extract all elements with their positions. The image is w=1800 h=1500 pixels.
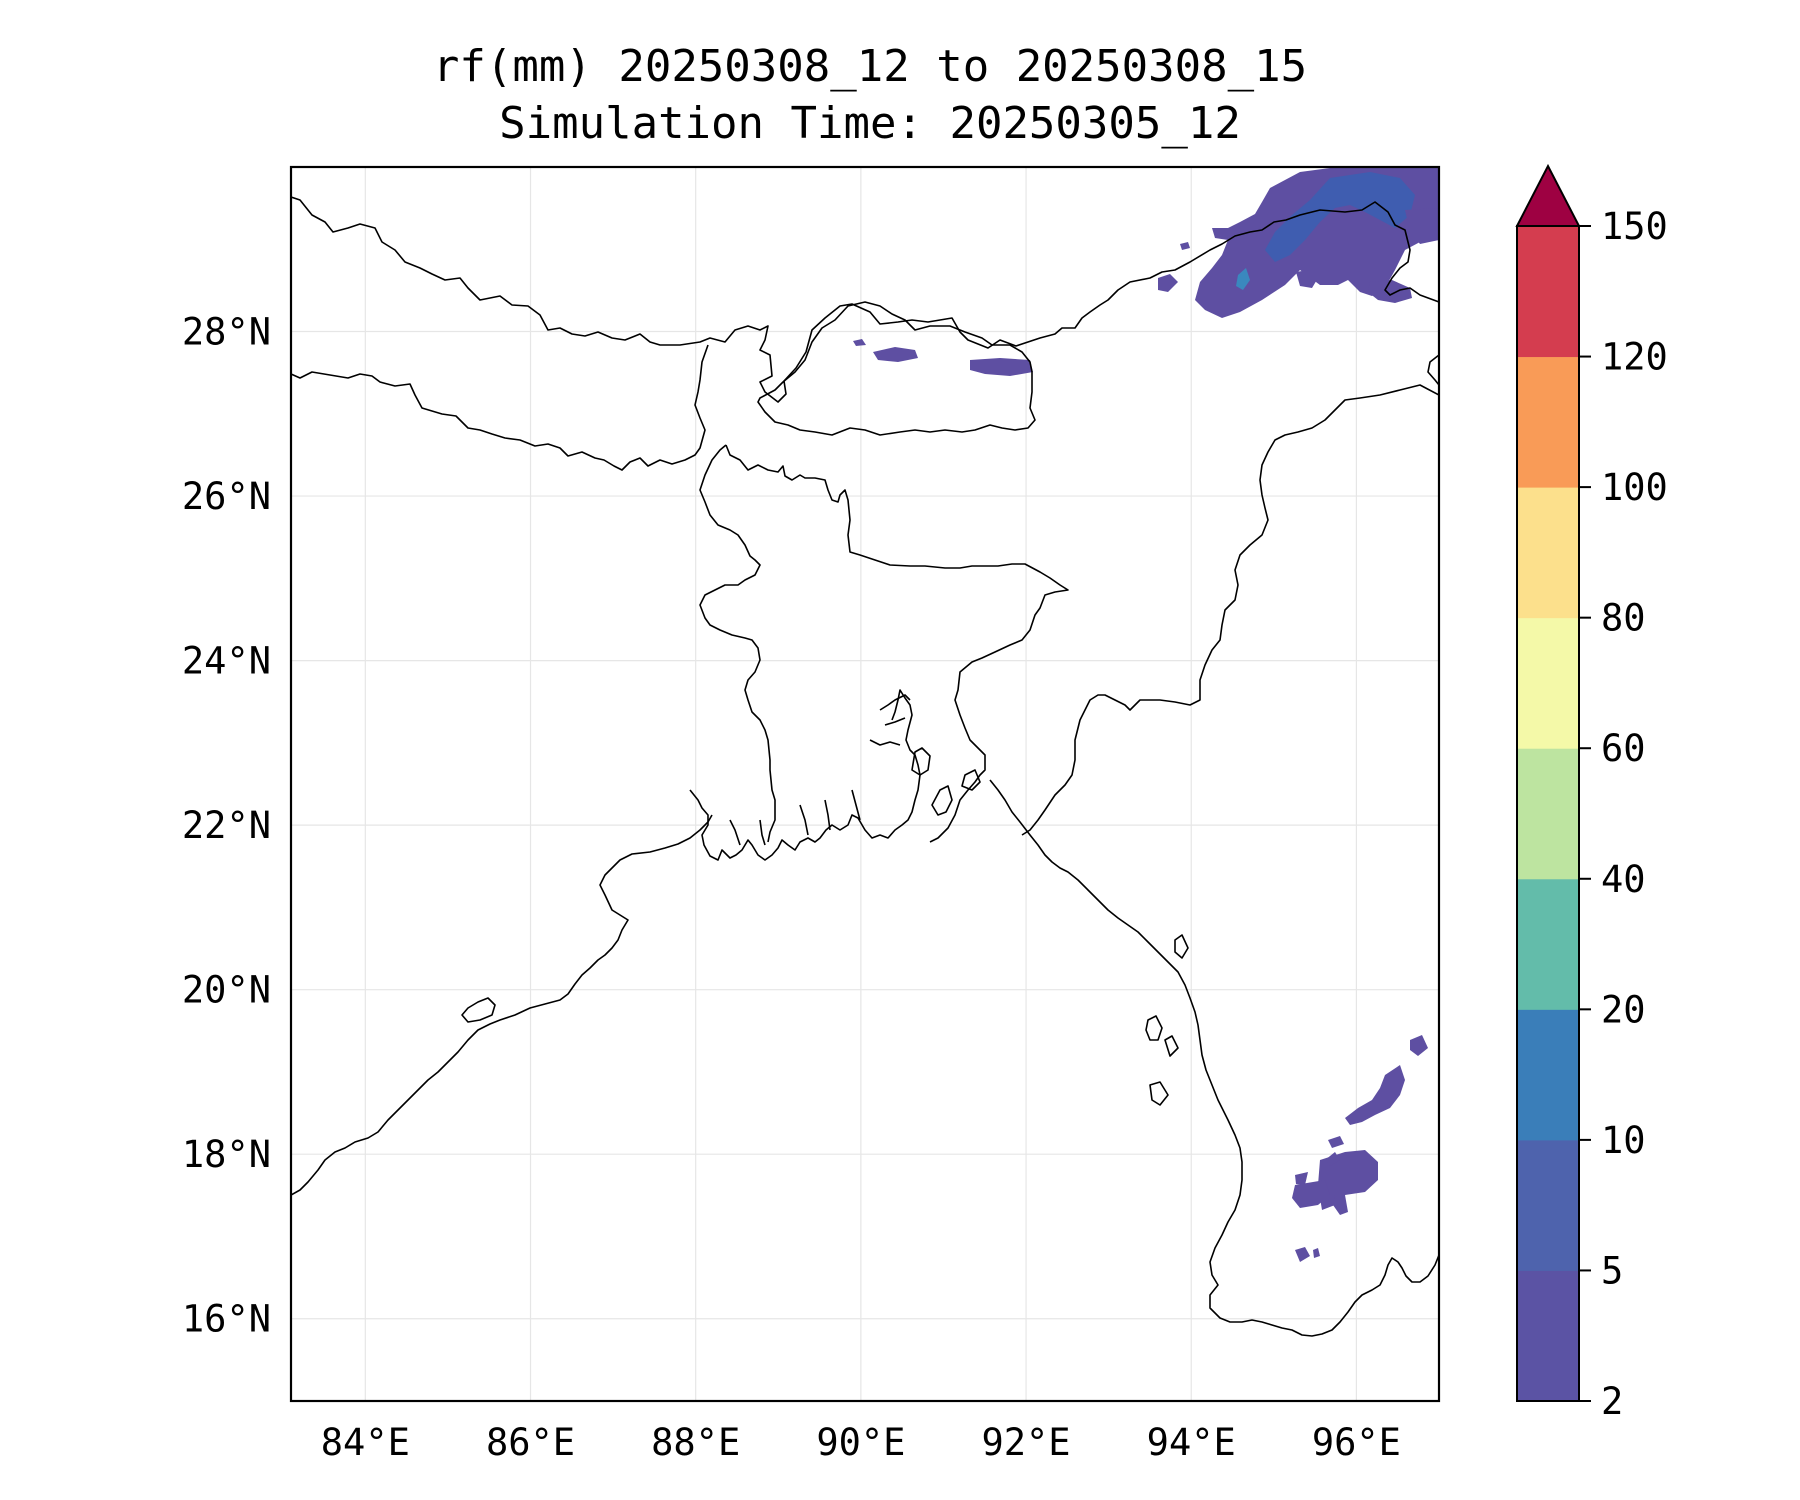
colorbar-segment: [1517, 878, 1579, 1010]
colorbar-tick-label: 80: [1601, 597, 1646, 640]
lat-tick-label: 22°N: [182, 804, 271, 847]
border-india-bangladesh-west: [699, 444, 776, 843]
rain-area-tibet-10mm: [1236, 268, 1250, 290]
rain-area-myanmar-1: [1410, 1035, 1428, 1056]
map-title-line-2: Simulation Time: 20250305_12: [499, 98, 1241, 149]
coast-delta-rivers: [729, 694, 911, 846]
colorbar-extend-arrow: [1515, 163, 1581, 227]
coast-myanmar-islands: [1145, 934, 1189, 1106]
rain-area-tibet-core: [1265, 172, 1415, 262]
rain-area-east-blob: [1368, 280, 1412, 303]
coast-chilika: [461, 997, 496, 1023]
rain-area-myanmar-8: [1328, 1136, 1344, 1148]
colorbar-tick-label: 100: [1601, 466, 1668, 509]
colorbar-tick-label: 20: [1601, 988, 1646, 1031]
rain-area-myanmar-south-2: [1313, 1248, 1320, 1258]
colorbar-segment: [1517, 748, 1579, 880]
lon-tick-label: 86°E: [486, 1421, 575, 1464]
rain-area-north-tiny: [1180, 242, 1190, 250]
colorbar-segment: [1517, 1270, 1579, 1402]
border-nepal-china: [291, 196, 1439, 403]
rain-area-myanmar-3: [1318, 1150, 1378, 1210]
colorbar-segment: [1517, 226, 1579, 358]
longitude-ticks: 84°E 86°E 88°E 90°E 92°E 94°E 96°E: [321, 1421, 1401, 1464]
colorbar-segment: [1517, 1009, 1579, 1141]
border-india-myanmar-north: [1427, 354, 1439, 386]
colorbar-tick-label: 40: [1601, 858, 1646, 901]
map-background: [291, 167, 1439, 1401]
rain-area-north-small: [1158, 274, 1178, 292]
colorbar-tick-label: 5: [1601, 1249, 1623, 1292]
lat-tick-label: 16°N: [182, 1298, 271, 1341]
colorbar-tick-label: 60: [1601, 727, 1646, 770]
border-nepal-india: [291, 344, 709, 471]
rain-area-myanmar-4: [1325, 1152, 1340, 1166]
coast-myanmar: [989, 779, 1439, 1337]
map-panel: 84°E 86°E 88°E 90°E 92°E 94°E 96°E 16°N 18°N 20°…: [182, 165, 1441, 1464]
border-india-myanmar: [1021, 384, 1439, 836]
rain-area-east-small: [1296, 270, 1318, 288]
lon-tick-label: 94°E: [1147, 1421, 1236, 1464]
colorbar-frame: [1516, 225, 1580, 1402]
rain-area-myanmar-5: [1295, 1172, 1308, 1185]
lon-tick-label: 90°E: [816, 1421, 905, 1464]
lon-tick-label: 96°E: [1312, 1421, 1401, 1464]
colorbar-segment: [1517, 617, 1579, 749]
lat-tick-label: 18°N: [182, 1133, 271, 1176]
colorbar-tick-label: 150: [1601, 205, 1668, 248]
rain-area-myanmar-6: [1292, 1180, 1330, 1208]
lat-tick-label: 26°N: [182, 475, 271, 518]
rain-area-myanmar-2: [1345, 1065, 1405, 1125]
rain-area-bhutan-tiny: [853, 339, 866, 346]
border-bangladesh: [725, 444, 1069, 843]
colorbar-segment: [1517, 356, 1579, 488]
colorbar-segment: [1517, 1139, 1579, 1271]
lat-tick-label: 24°N: [182, 640, 271, 683]
colorbar-tick-label: 10: [1601, 1119, 1646, 1162]
lat-tick-label: 20°N: [182, 969, 271, 1012]
border-bhutan: [757, 301, 1036, 436]
coast-india-east: [291, 814, 713, 1196]
rain-area-tibet-east: [1405, 208, 1439, 244]
rain-area-myanmar-south: [1295, 1247, 1310, 1262]
colorbar-tick-label: 120: [1601, 336, 1668, 379]
lon-tick-label: 84°E: [321, 1421, 410, 1464]
lon-tick-label: 92°E: [981, 1421, 1070, 1464]
lat-tick-label: 28°N: [182, 311, 271, 354]
coastlines-and-borders: [291, 196, 1439, 1337]
rain-area-myanmar-7: [1333, 1195, 1348, 1215]
colorbar-segment: [1517, 487, 1579, 619]
map-frame: [289, 165, 1441, 1403]
colorbar: 2 5 10 20 40 60 80 100 120 150: [1515, 163, 1668, 1423]
coast-delta-islands: [911, 747, 981, 816]
coast-delta: [689, 689, 921, 861]
map-title-line-1: rf(mm) 20250308_12 to 20250308_15: [432, 41, 1308, 92]
rain-area-bhutan-east: [970, 358, 1033, 376]
colorbar-tick-label: 2: [1601, 1380, 1623, 1423]
lon-tick-label: 88°E: [651, 1421, 740, 1464]
rain-area-bhutan-west: [873, 347, 918, 362]
latitude-ticks: 16°N 18°N 20°N 22°N 24°N 26°N 28°N: [182, 311, 271, 1341]
